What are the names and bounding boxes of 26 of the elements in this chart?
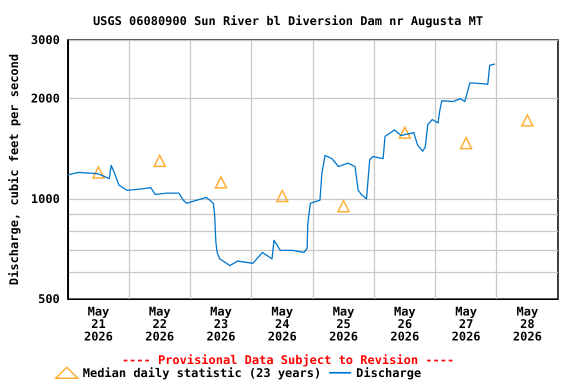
legend-label: Discharge <box>356 366 422 380</box>
point <box>153 154 166 168</box>
point <box>276 190 289 202</box>
x-tick-label: May 27 2026 <box>452 304 481 344</box>
point <box>398 126 412 139</box>
text: ---- Provisional Data Subject to Revision ---- <box>122 353 454 367</box>
legend-label: Median daily statistic (23 years) <box>82 366 322 380</box>
y-axis-title: Discharge, cubic feet per second <box>7 54 21 286</box>
x-tick-label: May 23 2026 <box>206 304 236 344</box>
x-tick-label: May 28 2026 <box>512 304 542 344</box>
point <box>92 166 105 179</box>
x-tick-label: May 25 2026 <box>329 304 358 344</box>
x-tick-label: May 24 2026 <box>268 304 297 344</box>
point <box>337 200 350 212</box>
line-series <box>67 63 496 266</box>
y-tick-label: 3000 <box>30 33 60 47</box>
x-tick-label: May 21 2026 <box>84 304 113 344</box>
y-tick-label: 1000 <box>30 192 60 206</box>
point <box>214 176 228 189</box>
x-tick-label: May 26 2026 <box>390 304 420 344</box>
point <box>460 136 472 150</box>
x-tick-label: May 22 2026 <box>145 304 174 344</box>
y-tick-label: 2000 <box>30 92 60 106</box>
point <box>521 114 534 127</box>
y-tick-label: 500 <box>38 292 60 306</box>
chart-title: USGS 06080900 Sun River bl Diversion Dam nr Augusta MT <box>92 14 484 28</box>
